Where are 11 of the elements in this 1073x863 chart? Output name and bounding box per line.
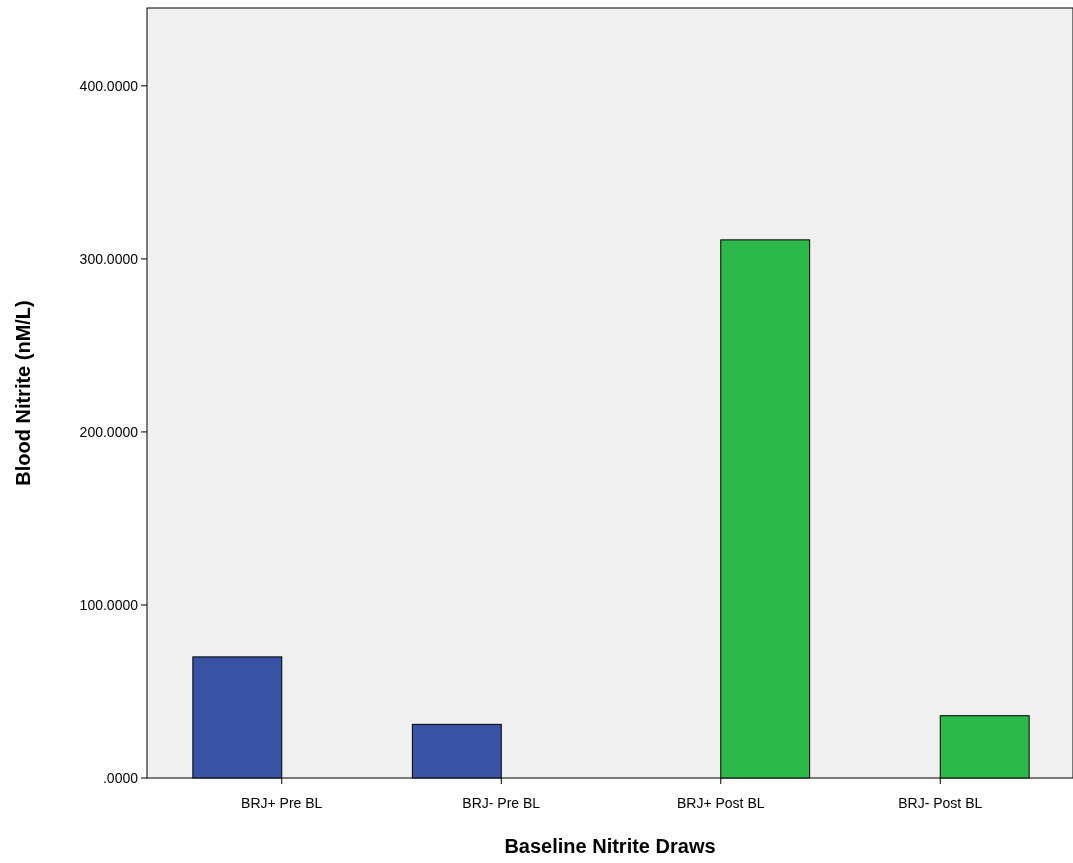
y-tick-label: 100.0000	[79, 596, 139, 613]
y-tick-label: 200.0000	[79, 423, 139, 440]
y-axis-title: Blood Nitrite (nM/L)	[12, 300, 34, 486]
x-tick-label: BRJ- Pre BL	[462, 795, 541, 811]
y-tick-label: 300.0000	[79, 250, 139, 267]
y-tick-label: .0000	[102, 769, 139, 786]
x-axis-title: Baseline Nitrite Draws	[504, 835, 716, 857]
y-tick-label: 400.0000	[79, 77, 139, 94]
x-tick-label: BRJ+ Post BL	[676, 795, 765, 811]
x-tick-label: BRJ- Post BL	[898, 795, 983, 811]
x-tick-label: BRJ+ Pre BL	[241, 795, 323, 811]
